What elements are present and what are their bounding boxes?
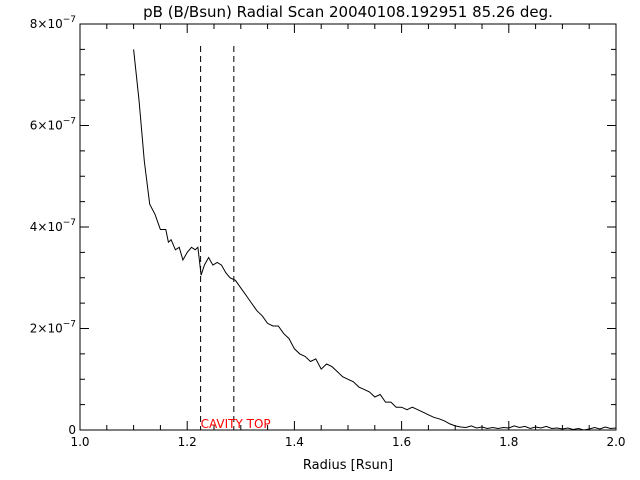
- x-tick-label: 1.8: [499, 435, 518, 449]
- plot-frame: [79, 23, 617, 431]
- marker-lines: [200, 46, 235, 430]
- x-axis-label: Radius [Rsun]: [303, 458, 393, 473]
- x-tick-label: 2.0: [606, 435, 625, 449]
- annotations: CAVITY TOP: [201, 417, 271, 431]
- x-ticks: 1.0 1.2 1.4 1.6 1.8 2.0: [70, 24, 626, 449]
- y-tick-label: 2×10−7: [30, 320, 76, 336]
- y-tick-label: 4×10−7: [30, 218, 76, 234]
- x-tick-label: 1.0: [70, 435, 89, 449]
- chart-title: pB (B/Bsun) Radial Scan 20040108.192951 …: [143, 3, 553, 21]
- x-tick-label: 1.2: [178, 435, 197, 449]
- y-tick-label: 6×10−7: [30, 117, 76, 133]
- y-tick-label: 8×10−7: [30, 15, 76, 31]
- axes: [79, 23, 617, 431]
- annotation-label: CAVITY TOP: [201, 417, 271, 431]
- y-tick-label: 0: [68, 423, 76, 437]
- series-line: [133, 49, 617, 431]
- series-lines: [133, 49, 617, 431]
- x-tick-label: 1.4: [285, 435, 304, 449]
- x-tick-label: 1.6: [392, 435, 411, 449]
- y-ticks: 0 2×10−7 4×10−7 6×10−7 8×10−7: [30, 15, 616, 437]
